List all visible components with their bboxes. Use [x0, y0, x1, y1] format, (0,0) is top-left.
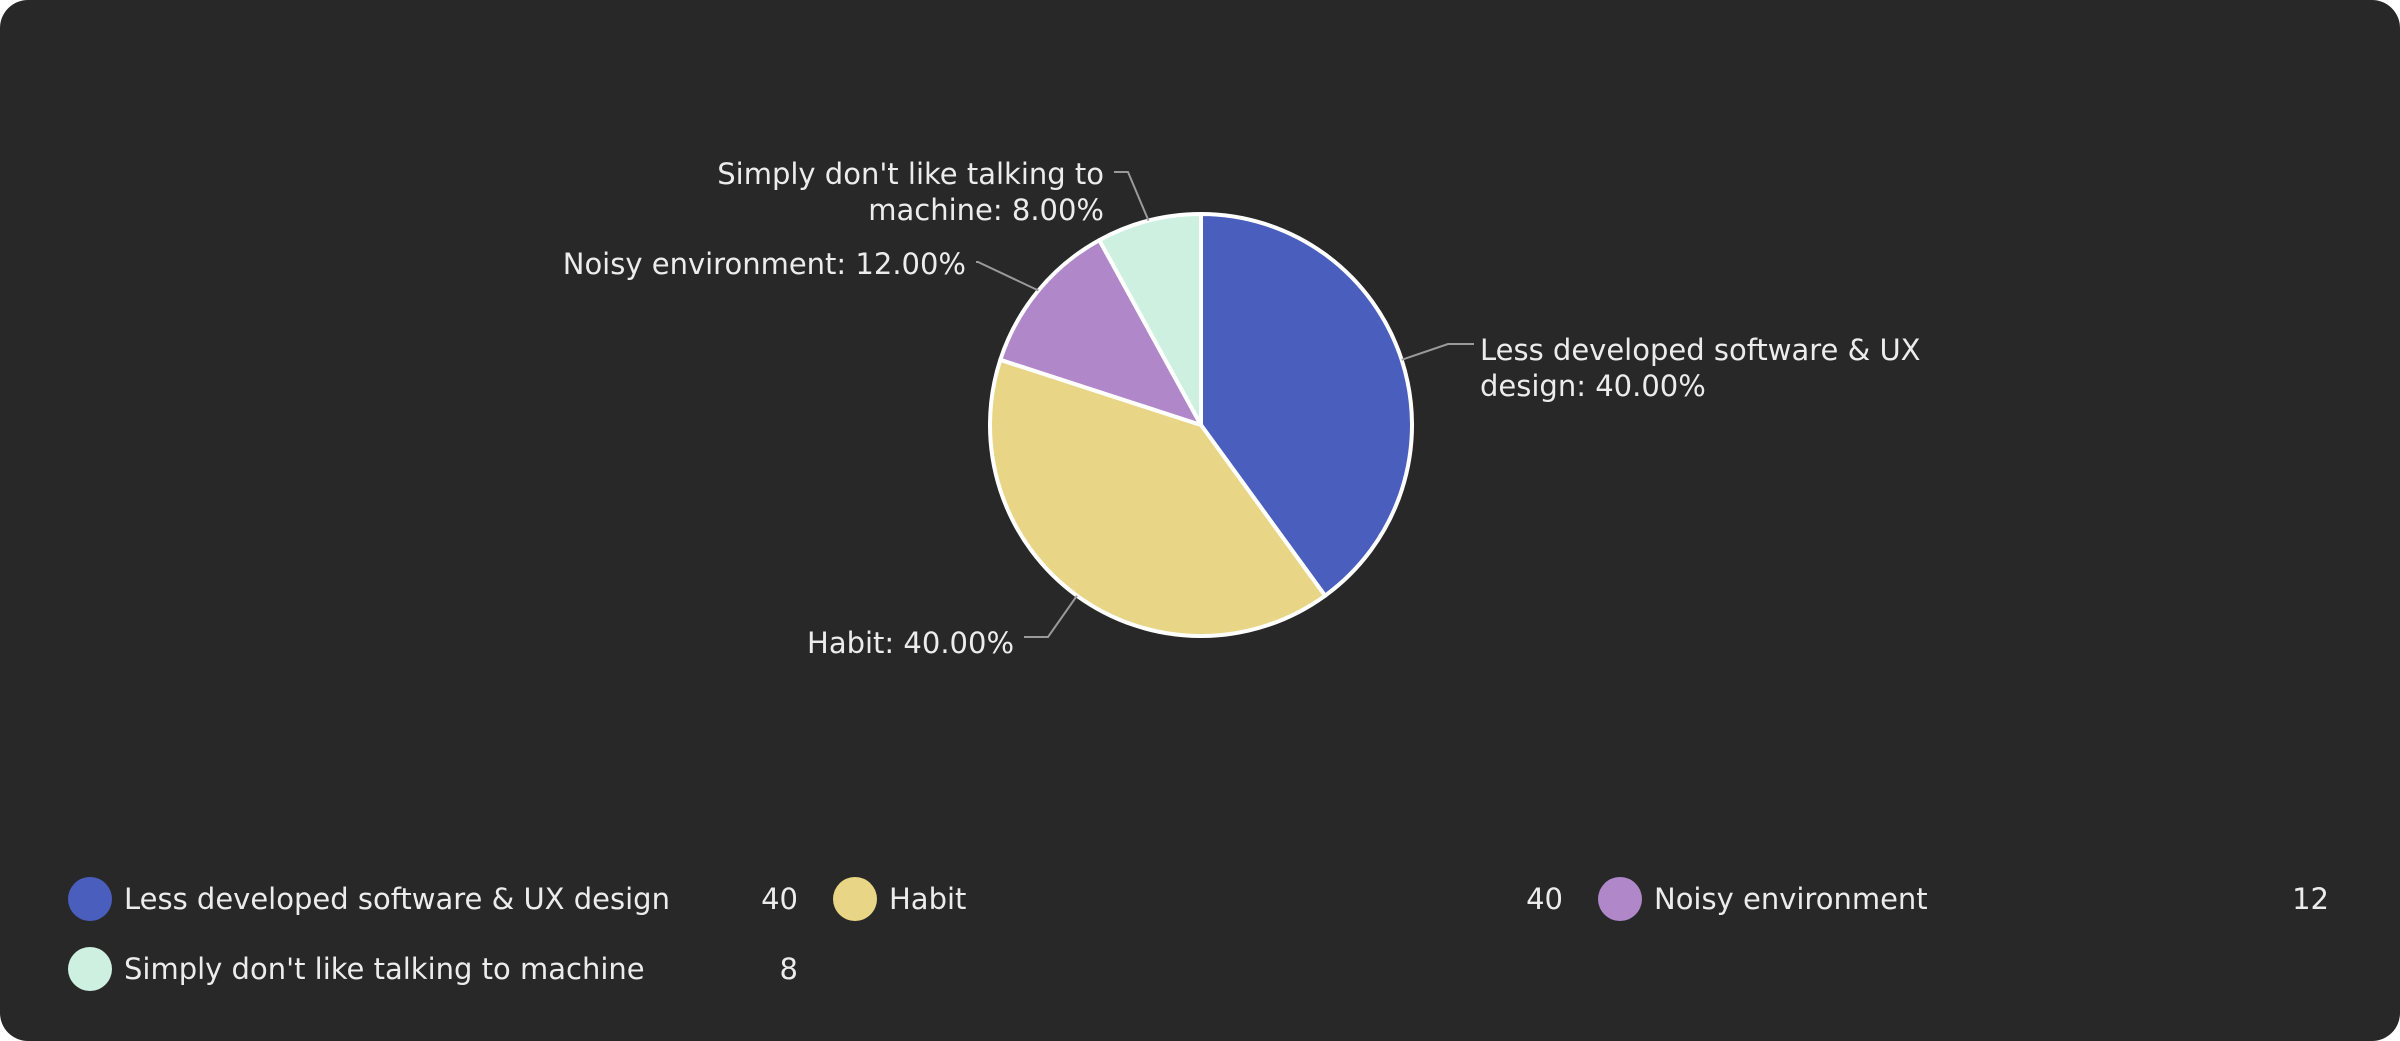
pie-slice-habit[interactable] — [988, 357, 1328, 638]
slice-label-habit: Habit: 40.00% — [807, 626, 1014, 660]
slice-label-less-developed-line-1: Less developed software & UX — [1480, 333, 1921, 367]
slice-label-noisy-environment: Noisy environment: 12.00% — [563, 247, 966, 281]
legend-dot-habit — [833, 877, 877, 921]
legend-value: 40 — [1526, 882, 1563, 916]
legend-dot-simply-dont-like — [68, 947, 112, 991]
leader-line-simply-dont-like — [1114, 171, 1150, 222]
pie-slice-simply-dont-like[interactable] — [1097, 212, 1203, 427]
legend-value: 8 — [779, 952, 798, 986]
pie-slice-noisy-environment[interactable] — [998, 238, 1203, 427]
leader-line-habit — [1024, 595, 1078, 638]
legend-label: Noisy environment — [1654, 882, 1928, 916]
legend-dot-noisy-environment — [1598, 877, 1642, 921]
pie-slice-less-developed[interactable] — [1199, 212, 1414, 598]
legend-value: 40 — [761, 882, 798, 916]
legend-dot-less-developed — [68, 877, 112, 921]
slice-label-simply-dont-like-line-1: Simply don't like talking to — [717, 157, 1104, 191]
legend-label: Less developed software & UX design — [124, 882, 670, 916]
legend-label: Simply don't like talking to machine — [124, 952, 645, 986]
legend-item-less-developed[interactable]: Less developed software & UX design 40 — [68, 875, 798, 923]
legend-item-habit[interactable]: Habit 40 — [833, 875, 1563, 923]
slice-label-simply-dont-like-line-2: machine: 8.00% — [868, 193, 1104, 227]
legend-item-noisy-environment[interactable]: Noisy environment 12 — [1598, 875, 2329, 923]
leader-line-less-developed — [1401, 343, 1474, 361]
legend-value: 12 — [2292, 882, 2329, 916]
legend-item-simply-dont-like[interactable]: Simply don't like talking to machine 8 — [68, 945, 798, 993]
legend-label: Habit — [889, 882, 967, 916]
leader-line-noisy-environment — [976, 261, 1039, 292]
slice-label-less-developed-line-2: design: 40.00% — [1480, 369, 1706, 403]
